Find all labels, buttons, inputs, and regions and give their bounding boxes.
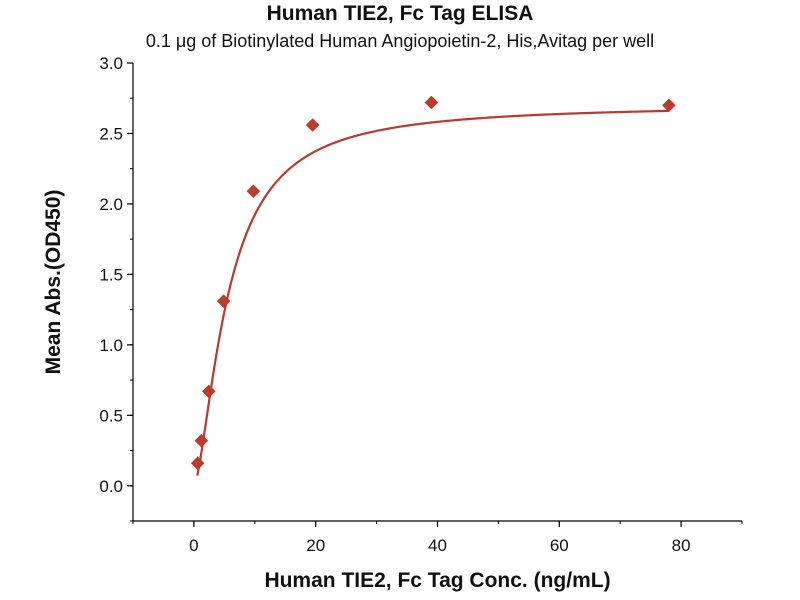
data-point: [190, 456, 205, 471]
data-point: [662, 98, 676, 113]
data-point: [246, 184, 261, 199]
x-tick-label: 40: [428, 536, 447, 555]
y-tick-label: 2.0: [99, 195, 123, 214]
x-axis-title: Human TIE2, Fc Tag Conc. (ng/mL): [264, 569, 610, 592]
y-tick-label: 3.0: [99, 54, 123, 73]
y-tick-label: 1.5: [99, 265, 123, 284]
data-point: [305, 118, 320, 132]
x-tick-label: 80: [672, 536, 691, 555]
data-point: [424, 95, 439, 110]
x-tick-label: 20: [306, 536, 325, 555]
fit-curve: [196, 109, 669, 476]
y-tick-label: 2.5: [99, 124, 123, 143]
data-point: [201, 384, 216, 399]
chart-subtitle: 0.1 μg of Biotinylated Human Angiopoieti…: [145, 31, 655, 51]
y-tick-label: 0.5: [99, 406, 123, 425]
y-tick-label: 0.0: [99, 477, 123, 496]
data-point: [216, 294, 231, 309]
x-tick-label: 0: [189, 536, 198, 555]
data-point: [194, 433, 209, 448]
x-tick-label: 60: [550, 536, 569, 555]
chart-title: Human TIE2, Fc Tag ELISA: [266, 2, 534, 25]
y-axis-title: Mean Abs.(OD450): [42, 190, 65, 375]
y-tick-label: 1.0: [99, 336, 123, 355]
